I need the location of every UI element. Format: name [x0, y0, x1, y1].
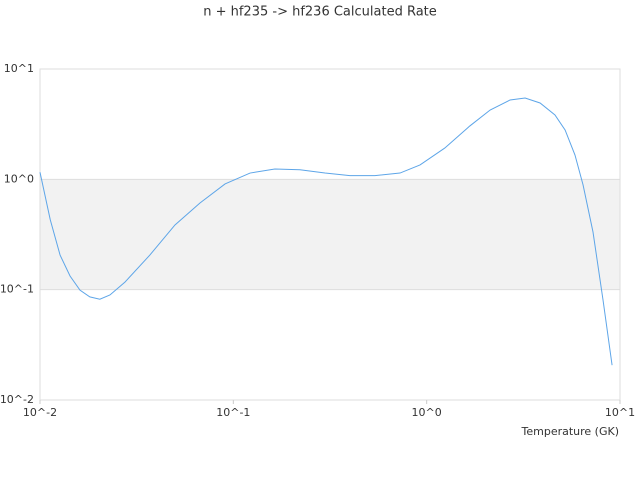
x-tick-label: 10^-1 — [216, 406, 250, 419]
y-tick-label: 10^1 — [4, 62, 34, 75]
x-tick-label: 10^1 — [605, 406, 635, 419]
x-tick-label: 10^-2 — [23, 406, 57, 419]
y-tick-label: 10^-2 — [0, 393, 34, 406]
y-tick-label: 10^-1 — [0, 283, 34, 296]
y-tick-label: 10^0 — [4, 172, 34, 185]
x-tick-label: 10^0 — [412, 406, 442, 419]
plot-band — [40, 179, 620, 290]
x-axis-label: Temperature (GK) — [521, 425, 620, 438]
chart-title: n + hf235 -> hf236 Calculated Rate — [203, 5, 437, 20]
data-line — [39, 97, 613, 366]
